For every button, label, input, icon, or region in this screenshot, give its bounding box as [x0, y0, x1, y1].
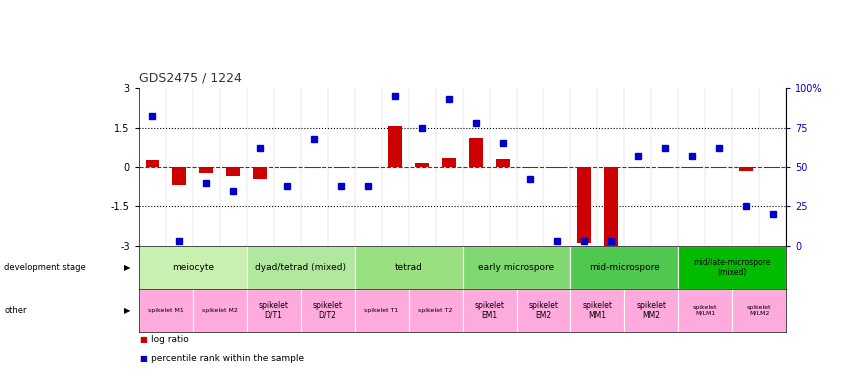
Bar — [463, 289, 516, 332]
Bar — [679, 246, 786, 289]
Bar — [139, 246, 246, 289]
Text: spikelet T1: spikelet T1 — [364, 308, 399, 313]
Text: spikelet
D/T1: spikelet D/T1 — [259, 301, 288, 320]
Text: spikelet
D/T2: spikelet D/T2 — [313, 301, 342, 320]
Bar — [172, 167, 186, 185]
Bar — [659, 167, 672, 168]
Text: spikelet M2: spikelet M2 — [202, 308, 238, 313]
Bar — [193, 289, 246, 332]
Bar — [308, 167, 321, 168]
Text: mid-microspore: mid-microspore — [589, 262, 660, 272]
Text: spikelet T2: spikelet T2 — [418, 308, 452, 313]
Bar — [415, 163, 429, 167]
Text: development stage: development stage — [4, 262, 86, 272]
Bar — [301, 289, 355, 332]
Bar — [355, 246, 463, 289]
Bar — [280, 167, 294, 168]
Text: GDS2475 / 1224: GDS2475 / 1224 — [139, 71, 241, 84]
Bar — [733, 289, 786, 332]
Bar — [496, 159, 510, 167]
Bar — [442, 158, 456, 167]
Bar — [766, 167, 780, 168]
Text: spikelet
MM2: spikelet MM2 — [637, 301, 666, 320]
Bar — [570, 246, 679, 289]
Text: log ratio: log ratio — [151, 335, 189, 344]
Bar — [246, 246, 355, 289]
Bar — [516, 289, 570, 332]
Bar — [632, 167, 645, 168]
Text: spikelet M1: spikelet M1 — [148, 308, 183, 313]
Bar — [685, 167, 699, 168]
Text: spikelet
EM2: spikelet EM2 — [528, 301, 558, 320]
Bar — [570, 289, 624, 332]
Bar — [523, 167, 537, 168]
Text: ■: ■ — [139, 354, 146, 363]
Bar — [469, 138, 483, 167]
Text: percentile rank within the sample: percentile rank within the sample — [151, 354, 304, 363]
Bar — [389, 126, 402, 167]
Bar — [604, 167, 617, 251]
Bar — [199, 167, 213, 174]
Text: spikelet
M/LM2: spikelet M/LM2 — [747, 305, 771, 315]
Bar — [624, 289, 679, 332]
Bar — [463, 246, 570, 289]
Text: spikelet
M/LM1: spikelet M/LM1 — [693, 305, 717, 315]
Bar — [246, 289, 301, 332]
Text: dyad/tetrad (mixed): dyad/tetrad (mixed) — [255, 262, 346, 272]
Text: early microspore: early microspore — [479, 262, 554, 272]
Bar — [739, 167, 753, 171]
Bar — [550, 167, 563, 168]
Text: mid/late-microspore
(mixed): mid/late-microspore (mixed) — [694, 258, 771, 276]
Bar — [145, 160, 159, 167]
Bar — [712, 167, 726, 168]
Bar — [577, 167, 590, 243]
Bar — [335, 167, 348, 168]
Text: other: other — [4, 306, 27, 315]
Text: meiocyte: meiocyte — [172, 262, 214, 272]
Bar — [226, 167, 240, 176]
Text: tetrad: tetrad — [394, 262, 422, 272]
Text: ■: ■ — [139, 335, 146, 344]
Bar — [253, 167, 267, 179]
Text: spikelet
MM1: spikelet MM1 — [583, 301, 612, 320]
Bar — [139, 289, 193, 332]
Bar — [362, 167, 375, 168]
Text: ▶: ▶ — [124, 262, 130, 272]
Bar — [409, 289, 463, 332]
Bar — [355, 289, 409, 332]
Text: spikelet
EM1: spikelet EM1 — [474, 301, 505, 320]
Bar — [679, 289, 733, 332]
Text: ▶: ▶ — [124, 306, 130, 315]
